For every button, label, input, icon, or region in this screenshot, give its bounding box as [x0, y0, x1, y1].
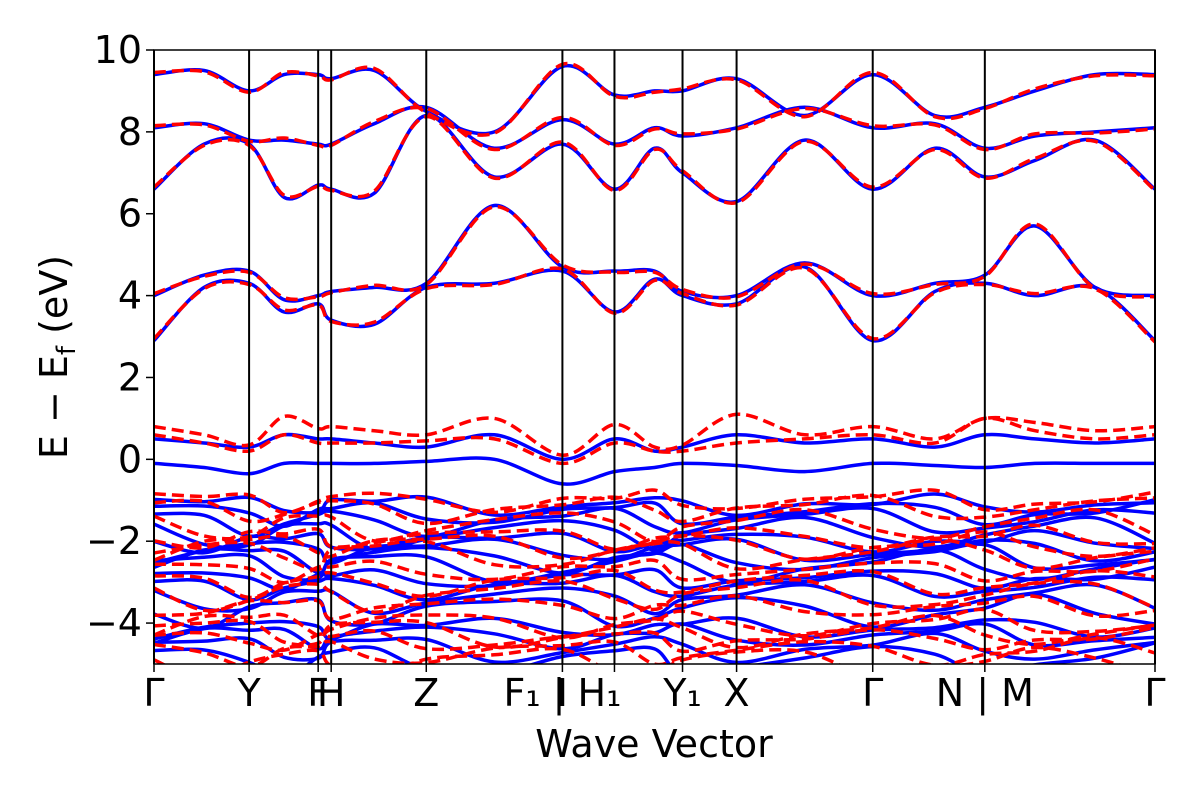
- x-tick-label-9: X: [724, 671, 750, 715]
- y-axis-label: E − Ef (eV): [32, 255, 82, 459]
- y-axis-ticks: −4 −2 0 2 4 6 8 10: [86, 28, 154, 645]
- conduction-band-dashed-3: [154, 105, 1155, 152]
- gap-band-dashed-1: [154, 412, 1155, 457]
- x-tick-label-1: Y: [236, 671, 261, 715]
- conduction-band-solid-0: [154, 264, 1155, 343]
- y-tick-label-6: 8: [118, 110, 142, 154]
- x-tick-label-10: Γ: [862, 671, 883, 715]
- x-tick-label-2: F: [307, 671, 329, 715]
- gap-band-solid-0: [154, 456, 1155, 486]
- conduction-band-dashed-4: [154, 61, 1155, 137]
- y-axis-label-unit: (eV): [32, 255, 76, 346]
- y-tick-label-0: −4: [86, 601, 142, 645]
- y-axis-label-sub: f: [52, 345, 82, 355]
- y-tick-label-3: 2: [118, 355, 142, 399]
- band-lines: [154, 61, 1155, 664]
- x-tick-label-11: N | M: [936, 671, 1034, 716]
- valence-band-dashed-14: [154, 645, 1123, 664]
- y-tick-label-7: 10: [94, 28, 142, 72]
- conduction-band-dashed-0: [154, 266, 1155, 344]
- x-tick-label-6: F₁ | H₁: [503, 671, 621, 716]
- gap-band-dashed-0: [154, 416, 1155, 466]
- x-axis-ticks: Γ Y FH Z IF₁ | H₁ Y₁ X Γ N | M Γ: [143, 664, 1166, 716]
- y-tick-label-5: 6: [118, 192, 142, 236]
- x-tick-label-3: H: [317, 671, 346, 715]
- x-tick-label-8: Y₁: [662, 671, 701, 715]
- x-axis-label: Wave Vector: [535, 722, 773, 766]
- valence-band-dashed-8: [154, 578, 1155, 614]
- x-tick-label-0: Γ: [143, 671, 164, 715]
- y-axis-label-main: E − E: [32, 355, 76, 459]
- x-tick-label-5: I: [557, 671, 568, 715]
- x-tick-label-12: Γ: [1144, 671, 1165, 715]
- conduction-band-dashed-1: [154, 205, 1155, 302]
- valence-band-dashed-9: [154, 594, 1155, 621]
- valence-band-dashed-2: [154, 507, 1155, 544]
- y-tick-label-2: 0: [118, 437, 142, 481]
- conduction-band-dashed-2: [154, 114, 1155, 205]
- valence-band-dashed-5: [154, 537, 1155, 572]
- y-tick-label-4: 4: [118, 274, 142, 318]
- x-tick-label-4: Z: [413, 671, 439, 715]
- plot-frame: [153, 49, 1156, 665]
- y-tick-label-1: −2: [86, 519, 142, 563]
